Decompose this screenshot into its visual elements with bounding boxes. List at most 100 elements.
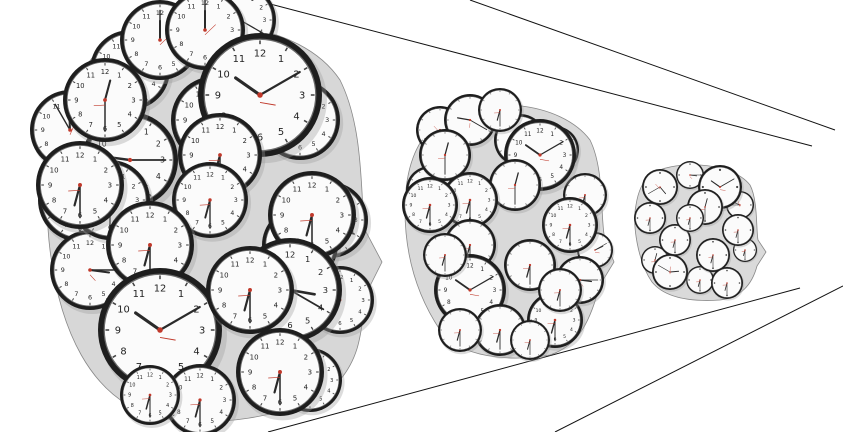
clock-numeral: 4	[274, 301, 279, 309]
clock-numeral: 3	[340, 211, 344, 219]
clock-numeral: 11	[61, 156, 70, 164]
clock	[696, 238, 732, 274]
clock-numeral: 2	[318, 267, 323, 277]
clock-numeral: 12	[308, 182, 317, 190]
clock	[686, 266, 716, 296]
clock-numeral: 7	[144, 60, 148, 68]
head-medium: 1212345678910111212345678910111212345678…	[402, 88, 615, 362]
clock-numeral: 11	[201, 127, 210, 135]
clock-numeral: 6	[298, 143, 302, 151]
clock-numeral: 3	[325, 116, 329, 124]
clock-numeral: 11	[233, 54, 246, 65]
clock	[642, 169, 680, 207]
clock-numeral: 1	[144, 127, 149, 136]
clock	[563, 173, 609, 220]
clock: 121234567891011	[402, 177, 461, 236]
clock-numeral: 3	[108, 181, 112, 189]
clock-numeral: 5	[263, 312, 267, 320]
clock-numeral: 3	[361, 298, 364, 304]
clock-numeral: 10	[132, 23, 140, 31]
clock-numeral: 12	[101, 68, 110, 76]
clock-numeral: 5	[178, 362, 184, 373]
clock-numeral: 4	[243, 166, 247, 174]
clock-numeral: 10	[184, 184, 192, 191]
clock-numeral: 4	[489, 300, 493, 306]
clock-numeral: 3	[135, 196, 139, 204]
clock	[510, 320, 552, 362]
clock-numeral: 6	[88, 293, 92, 301]
clock-numeral: 10	[62, 253, 70, 261]
clock-numeral: 10	[42, 113, 50, 121]
clock-numeral: 12	[154, 283, 167, 294]
clock-numeral: 3	[199, 325, 205, 336]
clock-numeral: 7	[459, 214, 462, 220]
clock-numeral: 11	[131, 216, 140, 224]
clock	[687, 189, 725, 227]
clock	[423, 233, 469, 280]
clock-numeral: 1	[122, 173, 126, 181]
clock-numeral: 1	[159, 375, 162, 381]
clock-numeral: 10	[217, 69, 230, 80]
clock-numeral: 10	[411, 193, 417, 199]
clock: 121234567891011	[120, 365, 183, 428]
clock-numeral: 2	[227, 13, 231, 21]
clock-numeral: 12	[254, 48, 267, 59]
clock-numeral: 4	[230, 210, 234, 217]
clock-numeral: 8	[252, 383, 256, 391]
clock-numeral: 5	[172, 60, 176, 68]
clock-numeral: 3	[178, 241, 182, 249]
clock-numeral: 1	[293, 343, 297, 351]
clock-numeral: 4	[358, 309, 362, 315]
clock-numeral: 3	[354, 217, 358, 224]
clock-numeral: 10	[102, 53, 110, 61]
clock-numeral: 9	[248, 368, 252, 376]
clock-numeral: 2	[174, 226, 178, 234]
clock	[652, 254, 690, 292]
clock-numeral: 1	[480, 267, 484, 273]
clock-numeral: 8	[131, 403, 134, 409]
clock-numeral: 2	[585, 213, 588, 219]
clock-numeral: 7	[559, 239, 562, 245]
clock-numeral: 5	[102, 290, 106, 298]
clock	[634, 202, 668, 236]
clock-numeral: 11	[231, 261, 240, 269]
clock-numeral: 2	[156, 139, 161, 148]
clock-numeral: 2	[322, 103, 326, 111]
clock-numeral: 7	[186, 419, 190, 425]
clock-numeral: 12	[86, 239, 94, 247]
clock-numeral: 5	[438, 219, 441, 225]
clock-numeral: 11	[558, 206, 564, 212]
clock-numeral: 9	[115, 325, 121, 336]
clock	[419, 129, 474, 184]
perspective-lines	[254, 0, 843, 432]
clock-numeral: 6	[338, 321, 342, 327]
clock-numeral: 1	[263, 261, 267, 269]
perspective-line	[267, 287, 801, 432]
clock-numeral: 8	[284, 226, 288, 234]
clock-numeral: 8	[64, 280, 68, 288]
clock	[676, 161, 706, 191]
clock-numeral: 2	[219, 386, 223, 392]
clock-numeral: 4	[322, 130, 326, 138]
clock-numeral: 5	[93, 207, 97, 215]
clock-numeral: 7	[138, 410, 141, 416]
clock-numeral: 8	[120, 346, 126, 357]
clock-numeral: 7	[195, 219, 199, 226]
clock-numeral: 10	[191, 137, 200, 145]
clock-numeral: 1	[350, 278, 353, 284]
clock-numeral: 4	[174, 256, 179, 264]
clock-numeral: 1	[102, 243, 106, 251]
clock-numeral: 2	[132, 183, 136, 191]
clock-numeral: 10	[177, 13, 185, 21]
clock-numeral: 4	[152, 80, 156, 88]
clock-numeral: 5	[478, 214, 481, 220]
clock-numeral: 11	[187, 3, 195, 11]
clock-numeral: 2	[489, 276, 493, 282]
clock-numeral: 8	[134, 50, 138, 58]
clock	[676, 204, 706, 234]
clock-numeral: 2	[327, 367, 330, 373]
clock-numeral: 3	[488, 198, 491, 204]
clock-numeral: 10	[120, 226, 129, 234]
clock-numeral: 9	[176, 26, 180, 34]
clock: 121234567891011	[36, 141, 128, 234]
